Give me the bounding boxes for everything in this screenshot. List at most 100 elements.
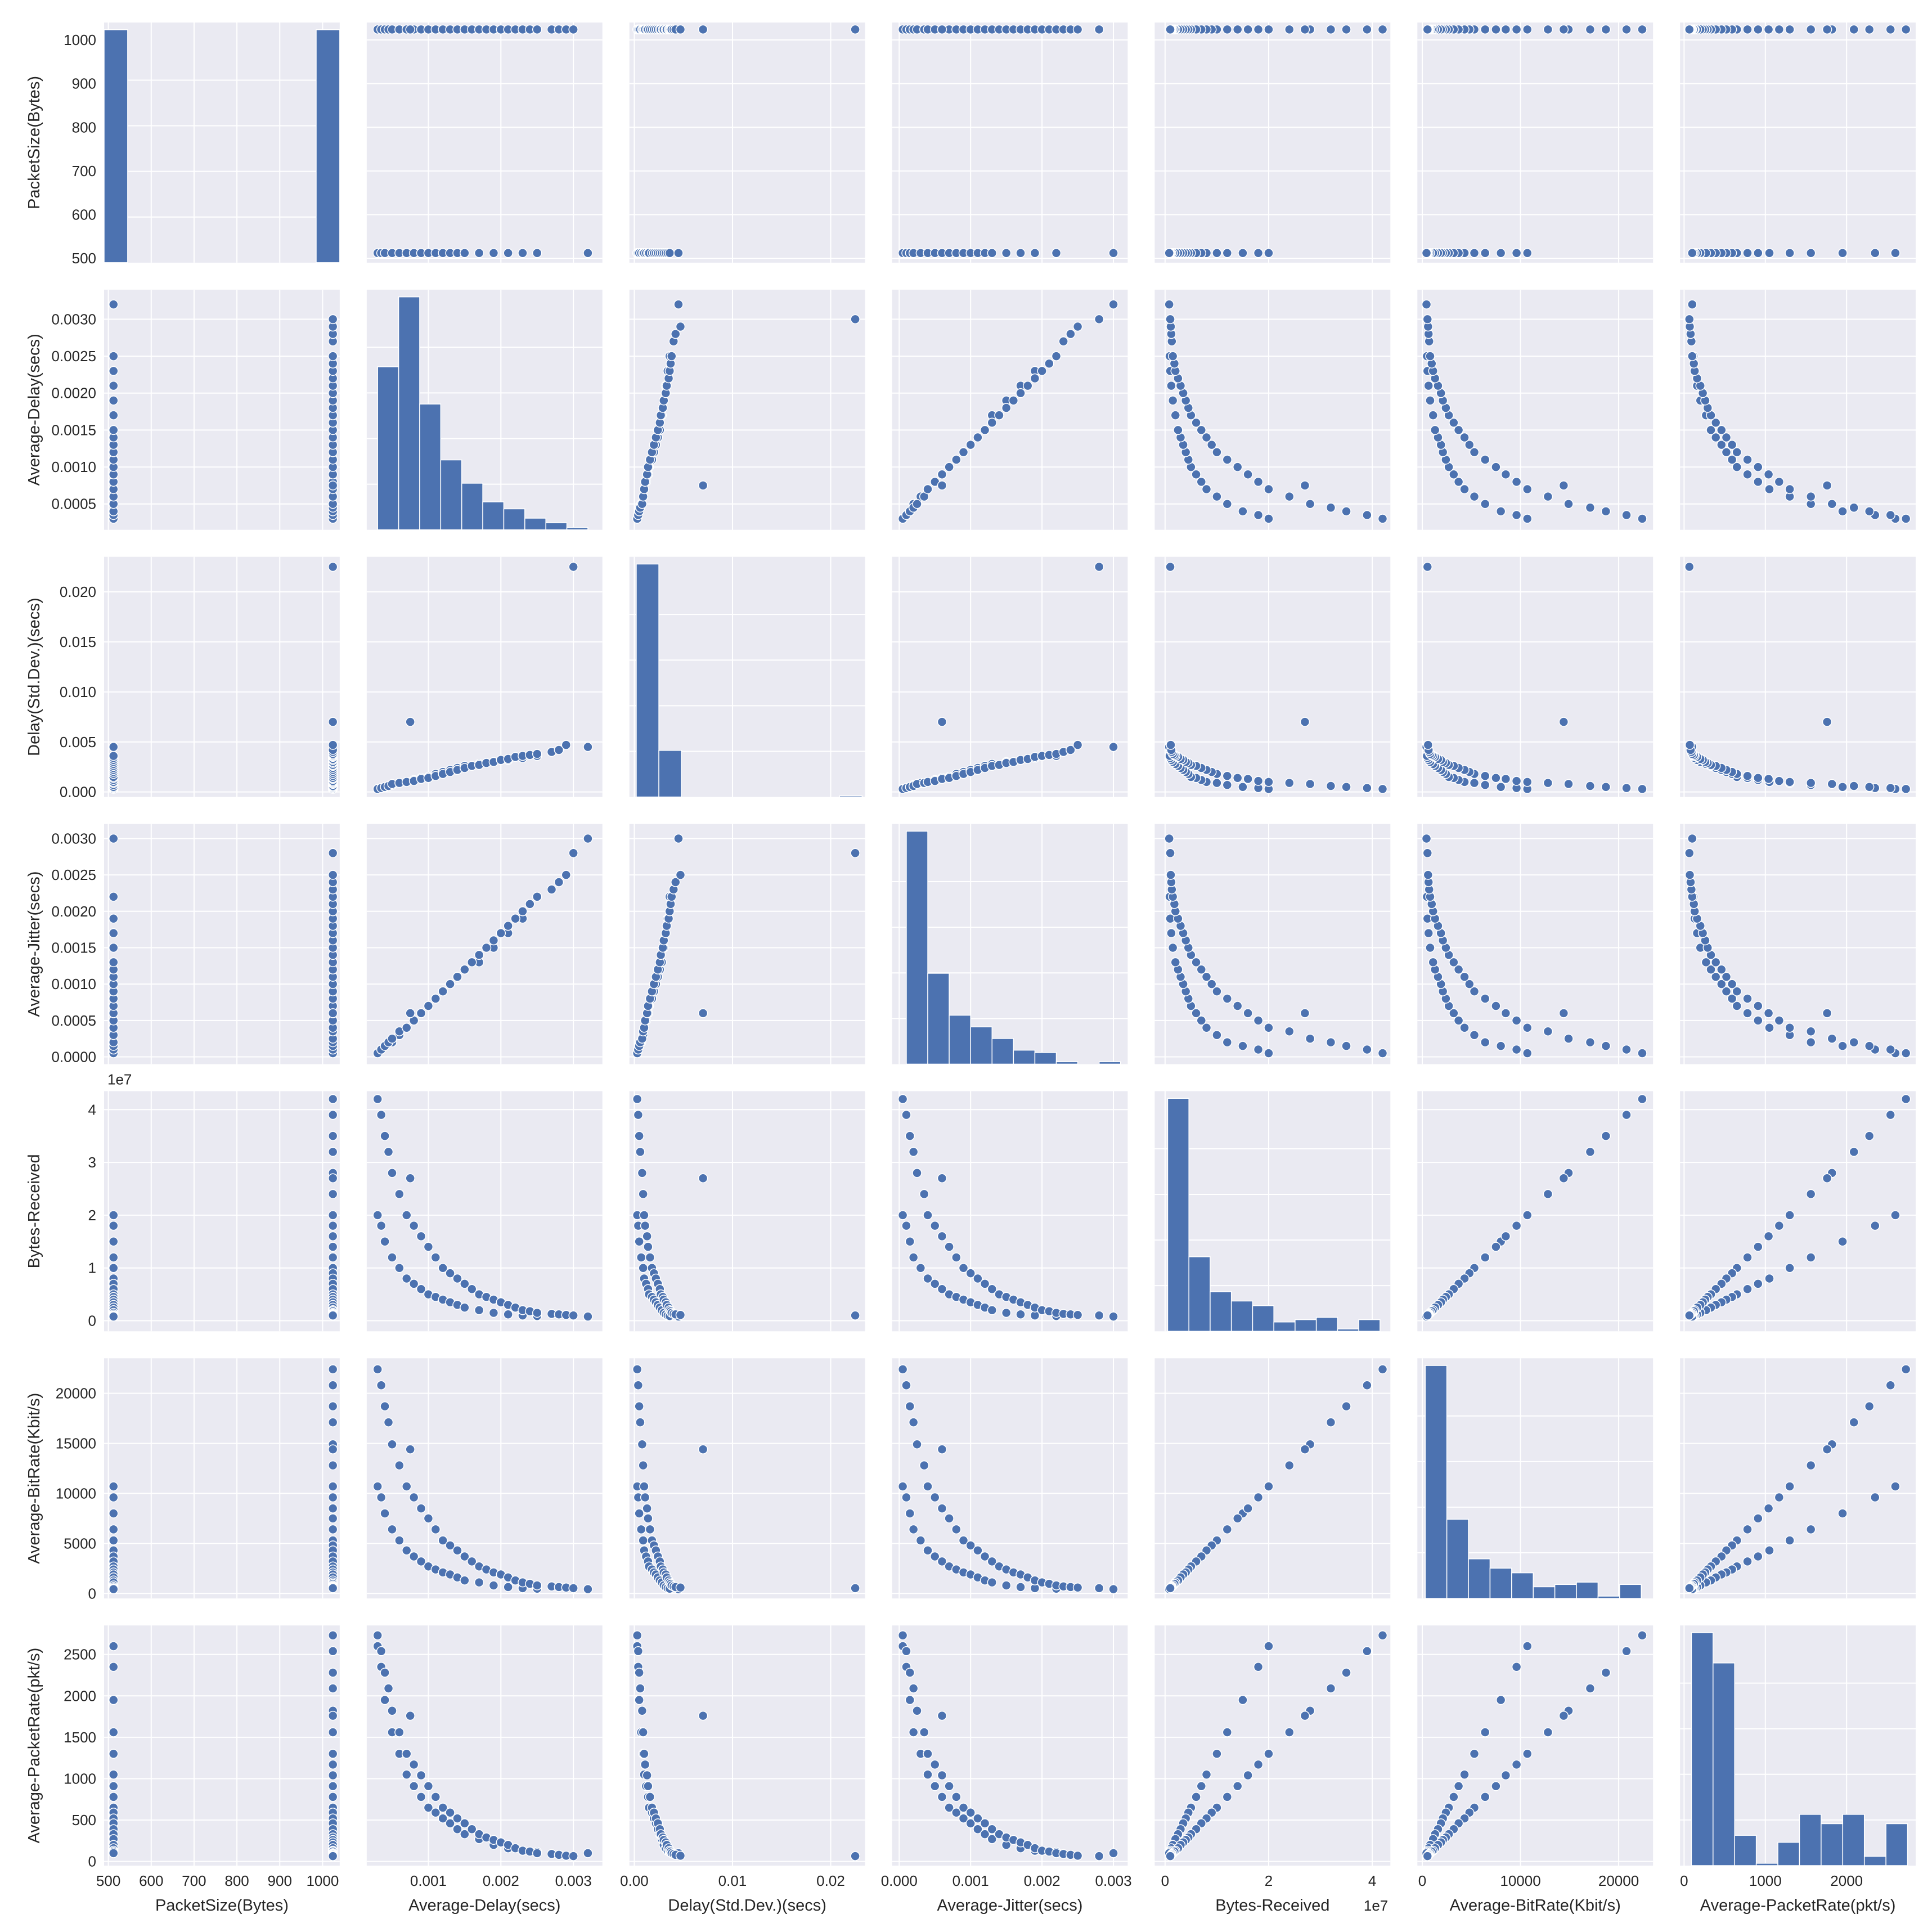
- panel-average-delay-secs-vs-delay-std-dev-secs: [629, 289, 865, 530]
- scatter-point: [637, 1706, 648, 1716]
- scatter-point: [1710, 432, 1721, 443]
- scatter-point: [937, 469, 947, 479]
- scatter-point: [109, 1584, 119, 1594]
- scatter-point: [1469, 447, 1480, 457]
- scatter-point: [327, 1131, 338, 1141]
- scatter-point: [408, 1781, 419, 1791]
- panel-bytes-received-vs-delay-std-dev-secs: [629, 1091, 865, 1332]
- scatter-point: [1167, 942, 1178, 953]
- scatter-point: [1774, 24, 1785, 35]
- scatter-point: [387, 1524, 397, 1535]
- scatter-point: [1253, 1016, 1264, 1026]
- scatter-point: [973, 1824, 983, 1834]
- scatter-point: [698, 24, 708, 35]
- scatter-point: [1165, 1583, 1175, 1593]
- scatter-point: [958, 1813, 969, 1823]
- panel-packetsize-bytes-vs-packetsize-bytes: [104, 23, 340, 263]
- scatter-point: [380, 1668, 390, 1678]
- panel-background: [892, 1625, 1128, 1866]
- panel-background: [629, 824, 865, 1064]
- scatter-point: [1201, 1769, 1212, 1780]
- panel-average-jitter-secs-vs-average-delay-secs: [366, 824, 603, 1064]
- scatter-point: [1253, 776, 1264, 786]
- histogram-bar: [524, 518, 546, 531]
- y-tick-label: 1500: [64, 1729, 96, 1746]
- scatter-point: [1037, 366, 1047, 376]
- x-tick-label: 0.001: [952, 1872, 989, 1889]
- scatter-point: [503, 248, 513, 258]
- scatter-point: [568, 1583, 578, 1593]
- scatter-point: [327, 848, 338, 859]
- scatter-point: [1264, 1749, 1274, 1759]
- scatter-point: [1222, 1727, 1233, 1737]
- scatter-point: [1284, 1460, 1295, 1471]
- scatter-point: [951, 1808, 961, 1818]
- scatter-point: [980, 425, 990, 435]
- scatter-point: [987, 1824, 998, 1834]
- scatter-point: [1072, 1583, 1083, 1593]
- scatter-point: [327, 1094, 338, 1104]
- scatter-point: [401, 1481, 412, 1491]
- scatter-point: [1753, 477, 1763, 487]
- panel-background: [892, 1091, 1128, 1332]
- scatter-point: [1201, 432, 1212, 443]
- scatter-point: [1837, 506, 1848, 516]
- scatter-point: [1166, 870, 1176, 880]
- scatter-point: [1732, 986, 1742, 996]
- scatter-point: [327, 1252, 338, 1262]
- scatter-point: [1238, 1695, 1248, 1705]
- panel-background: [1680, 23, 1916, 263]
- scatter-point: [850, 1851, 860, 1861]
- scatter-point: [1764, 1023, 1774, 1033]
- scatter-point: [1222, 994, 1233, 1004]
- scatter-point: [1621, 1109, 1632, 1120]
- scatter-point: [109, 1481, 119, 1491]
- panel-bytes-received-vs-bytes-received: [1154, 1091, 1391, 1332]
- scatter-point: [460, 1302, 470, 1313]
- x-tick-label: 0: [1418, 1872, 1426, 1889]
- scatter-point: [452, 1545, 462, 1556]
- scatter-point: [327, 1401, 338, 1412]
- scatter-point: [1341, 1668, 1351, 1678]
- y-tick-label: 0.0030: [51, 830, 96, 847]
- scatter-point: [1491, 1781, 1501, 1791]
- scatter-point: [1621, 510, 1632, 520]
- histogram-bar: [461, 483, 483, 531]
- scatter-point: [1164, 248, 1174, 258]
- scatter-point: [973, 432, 983, 443]
- scatter-point: [510, 913, 520, 924]
- scatter-point: [1764, 1273, 1774, 1284]
- scatter-point: [1511, 1220, 1522, 1231]
- panel-background: [366, 1625, 603, 1866]
- scatter-point: [1232, 462, 1243, 472]
- panel-average-delay-secs-vs-average-bitrate-kbit-s: [1417, 289, 1654, 530]
- scatter-point: [1837, 248, 1848, 258]
- scatter-point: [1480, 1792, 1490, 1802]
- scatter-point: [1785, 777, 1795, 787]
- scatter-point: [1222, 248, 1233, 258]
- scatter-point: [1764, 1545, 1774, 1556]
- scatter-point: [908, 1524, 919, 1535]
- scatter-point: [958, 1535, 969, 1545]
- scatter-point: [327, 1630, 338, 1641]
- scatter-point: [380, 1695, 390, 1705]
- scatter-point: [1449, 417, 1459, 428]
- scatter-point: [1108, 742, 1118, 752]
- scatter-point: [1763, 1503, 1774, 1513]
- scatter-point: [1849, 781, 1859, 791]
- scatter-point: [1166, 928, 1176, 938]
- scatter-point: [568, 1851, 578, 1861]
- y-axis-label: Average-Jitter(secs): [25, 871, 43, 1017]
- scatter-point: [850, 1310, 860, 1320]
- y-tick-label: 10000: [56, 1485, 96, 1502]
- scatter-point: [1601, 1131, 1611, 1141]
- scatter-point: [1822, 24, 1832, 35]
- scatter-point: [372, 1481, 383, 1491]
- scatter-point: [1805, 1037, 1816, 1048]
- panel-background: [629, 1625, 865, 1866]
- scatter-point: [503, 1582, 513, 1592]
- scatter-point: [1072, 24, 1083, 35]
- histogram-bar: [1252, 1305, 1274, 1332]
- scatter-point: [1480, 248, 1490, 258]
- scatter-point: [1621, 24, 1632, 35]
